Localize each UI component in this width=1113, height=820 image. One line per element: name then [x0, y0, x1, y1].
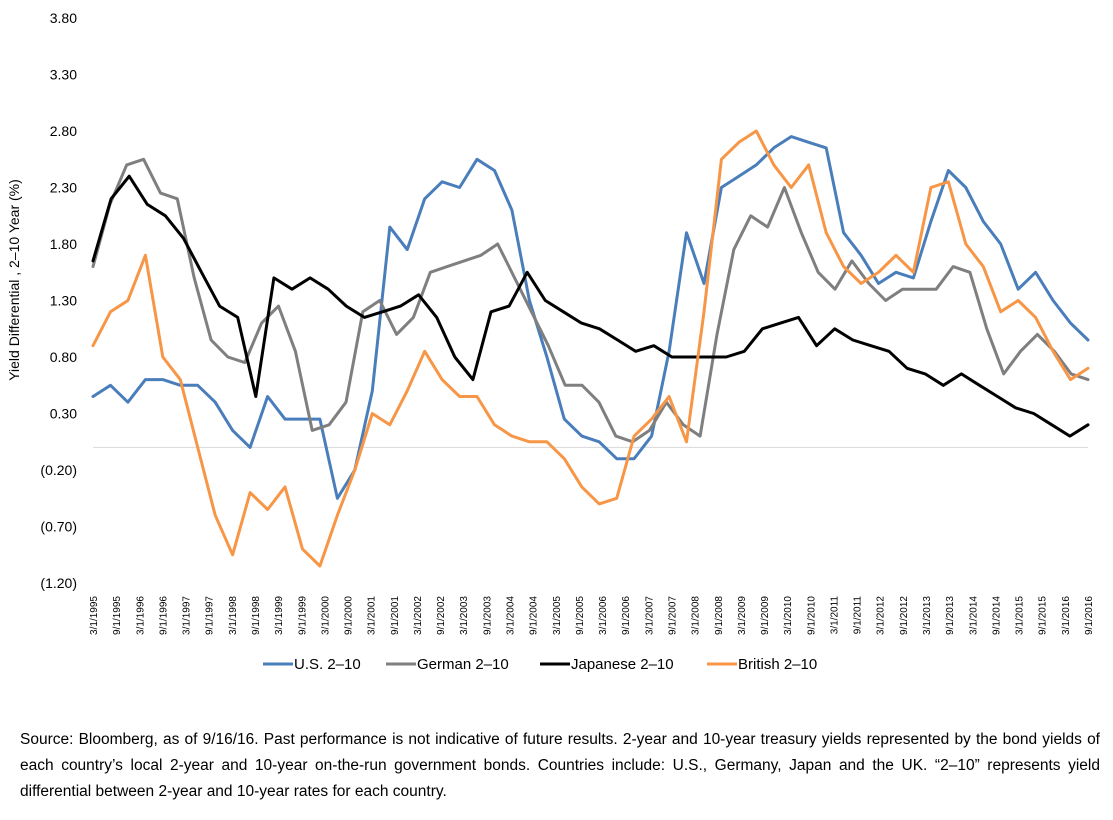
- x-tick-label: 9/1/2001: [390, 596, 401, 635]
- legend-label: U.S. 2–10: [294, 656, 361, 673]
- y-tick-label: 2.80: [50, 123, 77, 139]
- x-tick-label: 9/1/2005: [575, 596, 586, 635]
- x-tick-label: 3/1/2014: [968, 596, 979, 635]
- series-line: [91, 174, 1090, 438]
- x-tick-label: 3/1/2000: [320, 596, 331, 635]
- legend-label: Japanese 2–10: [571, 656, 674, 673]
- x-tick-label: 3/1/2006: [598, 596, 609, 635]
- x-tick-label: 3/1/2016: [1061, 596, 1072, 635]
- legend-label: German 2–10: [417, 656, 509, 673]
- y-tick-label: 0.30: [50, 406, 77, 422]
- x-tick-label: 9/1/2012: [899, 596, 910, 635]
- y-tick-label: (0.20): [40, 462, 77, 478]
- x-tick-label: 9/1/2007: [667, 596, 678, 635]
- x-tick-label: 9/1/2015: [1038, 596, 1049, 635]
- yield-differential-chart: 3.80 3.30 2.80 2.30 1.80 1.30 0.80 0.30 (0.20) (0…: [6, 10, 1095, 673]
- x-tick-label: 3/1/2012: [876, 596, 887, 635]
- x-tick-label: 9/1/2011: [853, 596, 864, 635]
- legend-label: British 2–10: [738, 656, 817, 673]
- x-tick-label: 9/1/2013: [945, 596, 956, 635]
- y-tick-label: (1.20): [40, 575, 77, 591]
- y-tick-label: 1.30: [50, 293, 77, 309]
- x-tick-label: 3/1/2011: [829, 596, 840, 635]
- x-tick-label: 9/1/2008: [714, 596, 725, 635]
- x-tick-label: 9/1/2003: [482, 596, 493, 635]
- x-tick-label: 3/1/1998: [228, 596, 239, 635]
- x-tick-label: 9/1/2016: [1084, 596, 1095, 635]
- x-tick-label: 9/1/1996: [158, 596, 169, 635]
- x-axis-ticks: 3/1/1995 9/1/1995 3/1/1996 9/1/1996 3/1/1997…: [89, 596, 1095, 635]
- y-axis-label: Yield Differential , 2–10 Year (%): [6, 179, 22, 381]
- y-tick-label: (0.70): [40, 519, 77, 535]
- x-tick-label: 9/1/2000: [344, 596, 355, 635]
- x-tick-label: 9/1/2006: [621, 596, 632, 635]
- x-tick-label: 3/1/2005: [552, 596, 563, 635]
- y-axis-ticks: 3.80 3.30 2.80 2.30 1.80 1.30 0.80 0.30 (0.20) (0…: [40, 10, 77, 591]
- x-tick-label: 3/1/2008: [691, 596, 702, 635]
- x-tick-label: 3/1/2015: [1015, 596, 1026, 635]
- x-tick-label: 9/1/2010: [806, 596, 817, 635]
- y-tick-label: 3.80: [50, 10, 77, 26]
- x-tick-label: 3/1/2013: [922, 596, 933, 635]
- series-line: [91, 157, 1090, 444]
- source-note: Source: Bloomberg, as of 9/16/16. Past p…: [20, 731, 1100, 800]
- x-tick-label: 9/1/1999: [297, 596, 308, 635]
- x-tick-label: 9/1/1997: [205, 596, 216, 635]
- series-line: [91, 135, 1090, 500]
- series-line: [91, 129, 1090, 568]
- x-tick-label: 3/1/2010: [783, 596, 794, 635]
- x-tick-label: 3/1/1996: [135, 596, 146, 635]
- legend: U.S. 2–10 German 2–10 Japanese 2–10 British…: [263, 656, 817, 673]
- x-tick-label: 3/1/2003: [459, 596, 470, 635]
- x-tick-label: 3/1/1999: [274, 596, 285, 635]
- series-lines: [91, 129, 1090, 568]
- x-tick-label: 9/1/2002: [436, 596, 447, 635]
- x-tick-label: 9/1/2009: [760, 596, 771, 635]
- x-tick-label: 9/1/1995: [112, 596, 123, 635]
- y-tick-label: 1.80: [50, 236, 77, 252]
- x-tick-label: 3/1/2007: [644, 596, 655, 635]
- x-tick-label: 3/1/2002: [413, 596, 424, 635]
- y-tick-label: 3.30: [50, 67, 77, 83]
- y-tick-label: 0.80: [50, 349, 77, 365]
- y-tick-label: 2.30: [50, 180, 77, 196]
- x-tick-label: 3/1/2009: [737, 596, 748, 635]
- x-tick-label: 3/1/2004: [506, 596, 517, 635]
- x-tick-label: 9/1/2004: [529, 596, 540, 635]
- x-tick-label: 3/1/2001: [367, 596, 378, 635]
- x-tick-label: 9/1/1998: [251, 596, 262, 635]
- x-tick-label: 3/1/1995: [89, 596, 100, 635]
- x-tick-label: 3/1/1997: [182, 596, 193, 635]
- x-tick-label: 9/1/2014: [991, 596, 1002, 635]
